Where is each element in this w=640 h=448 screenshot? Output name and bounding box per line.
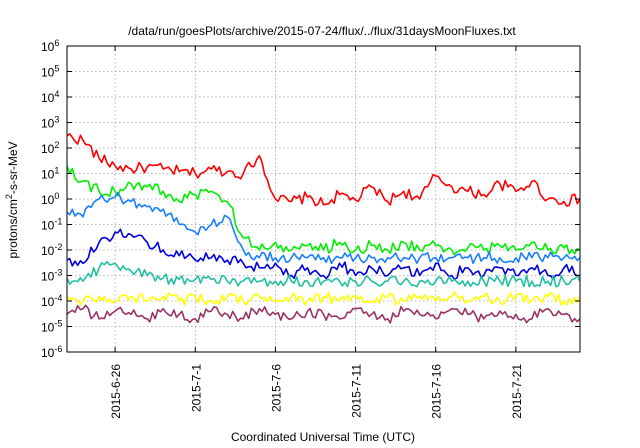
y-tick-exponent: 3 (54, 115, 59, 125)
x-tick-label: 2015-7-1 (189, 364, 203, 412)
y-tick-label: 10-2 (41, 242, 62, 258)
series-red (66, 133, 581, 207)
y-tick-label: 104 (41, 89, 59, 105)
y-tick-exponent: 4 (54, 89, 59, 99)
y-tick-base: 10 (41, 168, 55, 182)
grid (67, 46, 580, 352)
y-tick-base: 10 (41, 117, 55, 131)
y-tick-base: 10 (41, 244, 55, 258)
y-tick-exponent: 0 (54, 191, 59, 201)
y-tick-label: 101 (41, 166, 59, 182)
x-tick-label: 2015-7-16 (430, 364, 444, 419)
chart-title: /data/run/goesPlots/archive/2015-07-24/f… (128, 24, 516, 38)
y-tick-label: 10-6 (41, 344, 62, 360)
x-axis: 2015-6-26 2015-7-1 2015-7-6 2015-7-11 2015-7… (109, 46, 524, 419)
y-tick-exponent: -5 (54, 319, 62, 329)
y-tick-exponent: -4 (54, 293, 62, 303)
y-tick-base: 10 (41, 142, 55, 156)
y-tick-exponent: 2 (54, 140, 59, 150)
y-tick-label: 10-4 (41, 293, 62, 309)
y-tick-exponent: -6 (54, 344, 62, 354)
y-tick-base: 10 (41, 91, 55, 105)
series-teal (66, 260, 581, 288)
y-tick-label: 10-1 (41, 217, 62, 233)
y-tick-base: 10 (41, 270, 55, 284)
y-tick-base: 10 (41, 66, 55, 80)
plot-series (66, 133, 581, 324)
y-axis-title-sup: 2 (4, 194, 14, 199)
y-tick-exponent: -2 (54, 242, 62, 252)
x-axis-title: Coordinated Universal Time (UTC) (231, 430, 415, 444)
x-tick-label: 2015-7-21 (510, 364, 524, 419)
series-light-blue (66, 191, 581, 265)
y-tick-exponent: -3 (54, 268, 62, 278)
series-green (66, 165, 581, 256)
y-axis: 10-610-510-410-310-210-11001011021031041… (41, 38, 580, 360)
y-tick-exponent: 5 (54, 64, 59, 74)
y-tick-base: 10 (41, 219, 55, 233)
x-tick-label: 2015-7-11 (350, 364, 364, 418)
y-tick-base: 10 (41, 346, 55, 360)
y-tick-label: 105 (41, 64, 59, 80)
series-yellow (66, 291, 581, 306)
y-tick-base: 10 (41, 193, 55, 207)
series-purple (66, 304, 581, 324)
y-tick-label: 106 (41, 38, 59, 54)
y-axis-title-rest: -s-sr-MeV (6, 141, 20, 194)
x-tick-label: 2015-7-6 (269, 364, 283, 412)
y-tick-base: 10 (41, 40, 55, 54)
y-tick-label: 103 (41, 115, 59, 131)
y-tick-base: 10 (41, 295, 55, 309)
y-tick-exponent: 6 (54, 38, 59, 48)
x-tick-label: 2015-6-26 (109, 364, 123, 419)
y-axis-title-base: protons/cm (6, 199, 20, 258)
y-tick-label: 100 (41, 191, 59, 207)
y-axis-title: protons/cm2-s-sr-MeV (4, 141, 20, 258)
y-tick-exponent: -1 (54, 217, 62, 227)
y-tick-label: 102 (41, 140, 59, 156)
series-blue (66, 228, 581, 281)
y-tick-base: 10 (41, 321, 55, 335)
y-tick-label: 10-3 (41, 268, 62, 284)
y-tick-exponent: 1 (54, 166, 59, 176)
y-tick-label: 10-5 (41, 319, 62, 335)
